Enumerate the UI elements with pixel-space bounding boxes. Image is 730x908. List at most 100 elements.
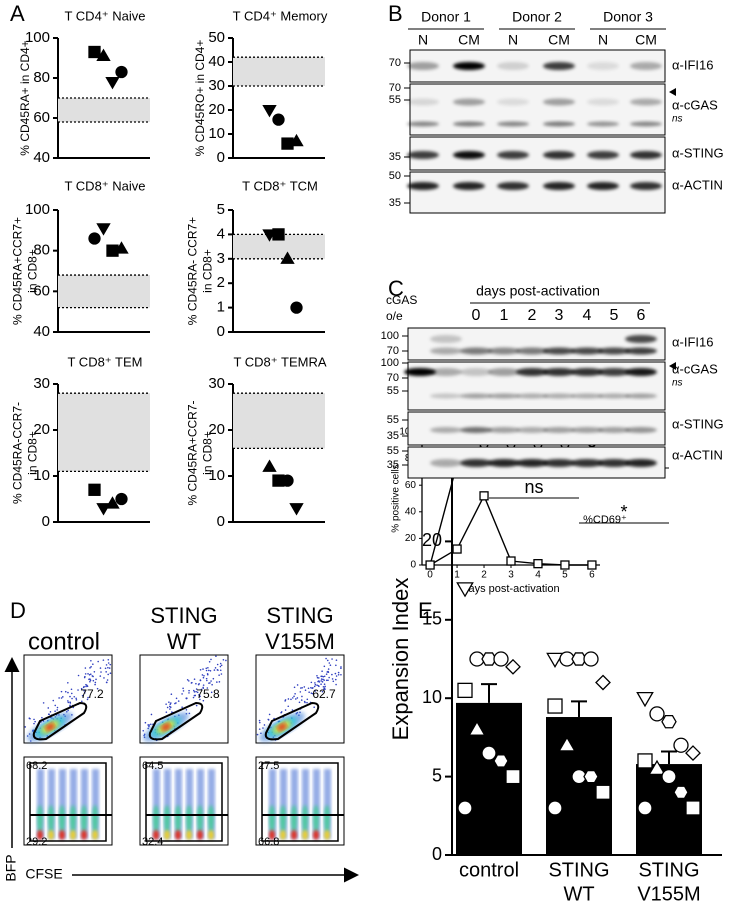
flow-event [175, 697, 178, 700]
blot-band [516, 393, 548, 399]
x-tick-label: 2 [481, 570, 487, 581]
flow-event [258, 719, 261, 722]
flow-event [195, 704, 198, 707]
flow-event [202, 684, 205, 686]
flow-event [258, 728, 261, 730]
flow-event [195, 682, 197, 685]
blot-strip [409, 136, 666, 171]
blot-band [453, 151, 485, 159]
flow-density [81, 769, 88, 839]
marker [481, 652, 497, 666]
flow-event [212, 677, 215, 680]
flow-density [269, 769, 276, 839]
blot-band [488, 347, 520, 355]
flow-density [197, 830, 203, 840]
flow-event [104, 667, 107, 670]
flow-event [89, 680, 91, 683]
blot-band [625, 368, 657, 376]
flow-density [269, 805, 275, 833]
flow-density [37, 830, 43, 840]
flow-event [310, 681, 313, 684]
antibody-label: α-STING [672, 416, 724, 431]
flow-event [267, 718, 270, 721]
flow-density [164, 805, 170, 833]
flow-density [59, 769, 66, 839]
flow-x-axis: CFSE [25, 866, 62, 882]
significance-label: * [620, 502, 627, 522]
lane-label: CM [458, 32, 480, 48]
panel-letter: C [388, 276, 404, 301]
panel-letter: E [418, 598, 433, 623]
y-axis-label: in CD8+ [201, 249, 215, 293]
flow-event [69, 695, 71, 698]
flow-density [324, 805, 330, 833]
flow-event [174, 702, 176, 705]
blot-band [543, 151, 575, 159]
flow-event [324, 685, 326, 688]
flow-event [313, 706, 315, 709]
flow-event [47, 707, 50, 709]
flow-density [81, 830, 87, 840]
flow-event [84, 667, 87, 669]
flow-event [81, 694, 84, 697]
flow-event [205, 667, 208, 670]
flow-density [313, 769, 320, 839]
y-axis-label: % CD45RA- CCR7+ [186, 217, 200, 325]
gate-percent: 75.8 [196, 687, 220, 701]
flow-event [263, 724, 266, 726]
blot-band [430, 393, 462, 399]
flow-event [317, 677, 320, 679]
blot-band [571, 393, 603, 399]
lane-label: 5 [610, 307, 619, 324]
flow-event [109, 663, 112, 666]
flow-event [311, 687, 314, 690]
flow-density [37, 805, 43, 833]
antibody-label: α-ACTIN [672, 447, 723, 462]
flow-event [213, 669, 216, 671]
blot-band [453, 62, 485, 70]
flow-event [262, 727, 264, 729]
flow-event [332, 680, 335, 683]
marker [505, 658, 521, 675]
y-axis-label: Expansion Index [388, 578, 413, 741]
blot-band [587, 182, 619, 190]
blot-band [625, 393, 657, 399]
flow-event [335, 659, 338, 661]
flow-event [205, 669, 208, 672]
marker [583, 651, 599, 667]
flow-event [298, 701, 301, 704]
flow-event [166, 706, 169, 709]
flow-event [218, 674, 220, 676]
blot-band [460, 393, 492, 399]
lane-label: 1 [500, 307, 509, 324]
marker [114, 241, 129, 254]
blot-band [407, 182, 439, 190]
flow-density [269, 830, 275, 840]
flow-event [90, 659, 92, 662]
flow-event [87, 696, 89, 699]
flow-gate [32, 701, 88, 741]
blot-band [543, 347, 575, 355]
marker [481, 745, 497, 761]
flow-event [60, 697, 63, 699]
flow-event [337, 673, 340, 676]
flow-event [327, 671, 330, 674]
blot-band [543, 393, 575, 399]
flow-event [41, 716, 43, 719]
flow-event [188, 689, 190, 692]
marker [88, 232, 101, 245]
blot-band [430, 459, 462, 467]
flow-y-axis: BFP [3, 854, 19, 881]
marker [96, 503, 111, 516]
marker [560, 560, 570, 570]
y-axis-label: % CD45RA+CCR7- [186, 400, 200, 505]
flow-event [301, 695, 303, 698]
flow-density [48, 805, 54, 833]
marker [587, 560, 597, 570]
flow-event [340, 667, 342, 670]
significance-label: ns [524, 477, 543, 497]
flow-event [307, 687, 310, 690]
flow-event [181, 693, 183, 695]
flow-event [56, 709, 59, 711]
y-tick-label: 3 [217, 250, 225, 267]
